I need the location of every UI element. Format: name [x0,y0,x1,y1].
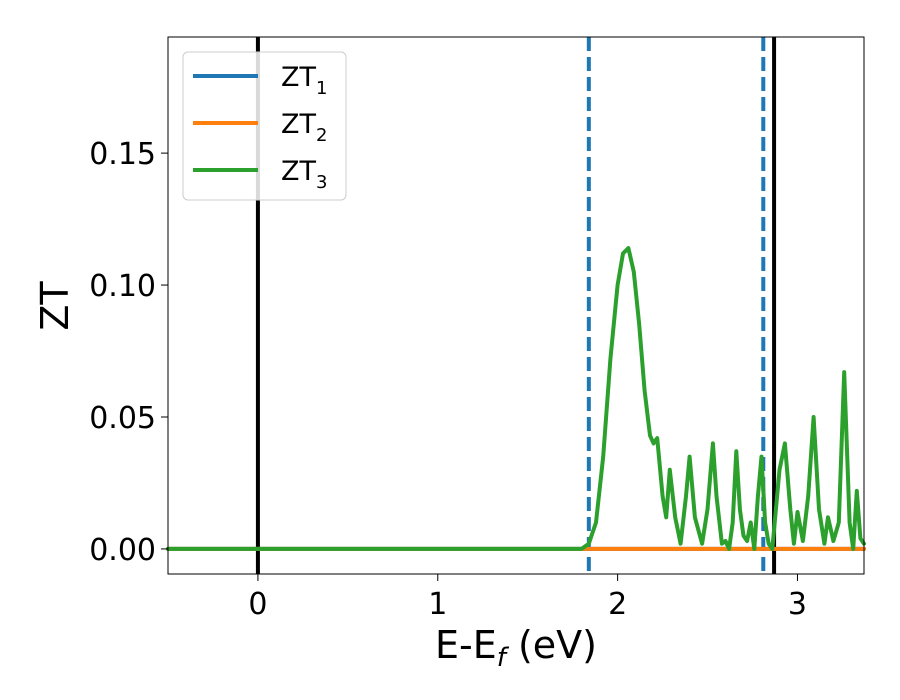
legend-box [182,51,347,201]
y-axis-label: ZT [33,281,77,331]
legend-label-zt1: ZT1 [281,62,327,99]
x-axis-label: E-Ef (eV) [435,623,597,673]
legend: ZT1 ZT2 ZT3 [182,51,347,201]
legend-label-zt3: ZT3 [281,156,327,193]
legend-label-zt2: ZT2 [281,109,327,146]
series-lines [166,246,866,551]
x-tick-label: 0 [248,587,267,622]
y-tick-label: 0.10 [89,269,156,304]
x-tick-label: 1 [428,587,447,622]
series-line-zt3 [166,246,866,551]
y-tick-label: 0.05 [89,401,156,436]
x-tick-label: 3 [788,587,807,622]
x-tick-label: 2 [608,587,627,622]
y-axis-ticks: 0.00 0.05 0.10 0.15 [89,137,168,568]
y-tick-label: 0.00 [89,533,156,568]
plot-frame [167,36,865,575]
y-tick-label: 0.15 [89,137,156,172]
x-axis-ticks: 0 1 2 3 [248,574,807,622]
